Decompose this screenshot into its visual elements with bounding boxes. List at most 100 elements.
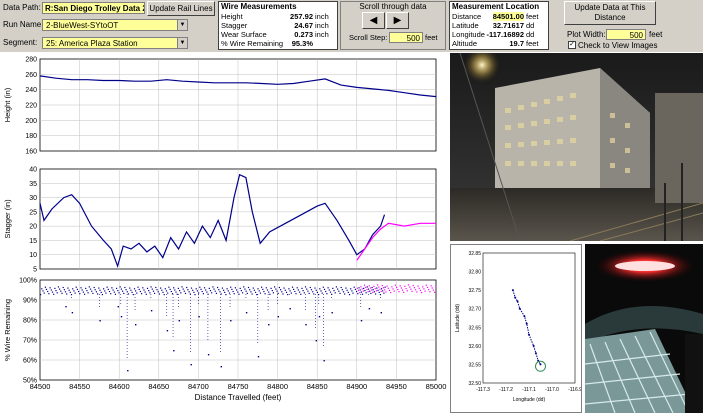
chevron-down-icon[interactable]: ▼ [177, 38, 187, 48]
scatter-point [88, 286, 90, 288]
scatter-point [397, 288, 399, 291]
scatter-point [358, 287, 360, 289]
scatter-point [198, 292, 200, 294]
scatter-point [372, 291, 374, 293]
scatter-point [122, 290, 124, 292]
scatter-point [315, 289, 317, 291]
run-name-select[interactable]: 2-BlueWest-SYtoOT ▼ [42, 19, 188, 31]
y-tick-label: 20 [29, 224, 37, 231]
data-path-field[interactable]: R:San Diego Trolley Data 2007 [42, 2, 145, 14]
scatter-point-dip [99, 320, 101, 322]
scatter-point [275, 288, 277, 290]
scatter-point [288, 288, 290, 290]
scatter-point [139, 290, 141, 293]
scatter-point [223, 289, 225, 291]
scatter-point-dip [198, 316, 200, 318]
scatter-point [84, 293, 86, 295]
scatter-point [376, 287, 378, 289]
scatter-point [56, 292, 58, 294]
scatter-point [190, 287, 193, 289]
scatter-point [60, 290, 62, 292]
scatter-point [124, 286, 126, 289]
scatter-point [54, 287, 56, 289]
map-y-tick-label: 32.80 [468, 270, 481, 276]
scatter-point [354, 288, 356, 290]
map-route-point [528, 333, 530, 336]
scatter-point [189, 293, 191, 295]
scatter-point [213, 288, 215, 290]
map-route-point [514, 296, 517, 299]
view-images-checkbox[interactable]: ✓ [568, 41, 576, 49]
scatter-point [173, 287, 175, 289]
y-tick-label: 200 [25, 118, 37, 125]
scatter-point [199, 286, 201, 288]
scatter-point [387, 287, 389, 289]
scatter-point [69, 291, 71, 293]
scatter-point [266, 289, 269, 291]
plot-width-input[interactable]: 500 [606, 29, 646, 40]
scatter-point [385, 291, 387, 293]
scatter-point [47, 290, 49, 293]
scatter-point [277, 292, 279, 294]
chevron-down-icon[interactable]: ▼ [177, 20, 187, 30]
y-axis-label: Height (in) [3, 87, 12, 122]
location-title: Measurement Location [452, 2, 540, 11]
scatter-point [41, 288, 43, 290]
scatter-point [93, 286, 95, 289]
scatter-point-dip [220, 366, 222, 368]
scatter-point [186, 286, 188, 289]
scatter-point [406, 290, 408, 292]
scatter-point [337, 288, 339, 290]
update-data-button[interactable]: Update Data at This Distance [564, 1, 656, 25]
scatter-point-dip [315, 340, 317, 342]
scatter-point [86, 290, 88, 292]
scatter-point [365, 292, 367, 294]
scatter-point [360, 291, 362, 293]
scroll-step-input[interactable]: 500 [389, 32, 423, 43]
y-tick-label: 180 [25, 133, 37, 140]
scatter-point [87, 292, 89, 294]
scatter-point [255, 291, 257, 293]
scatter-point [92, 292, 94, 294]
scatter-point [352, 292, 354, 294]
scatter-point [183, 290, 185, 292]
scatter-point [246, 292, 248, 294]
scatter-point [356, 290, 358, 293]
scatter-point [154, 292, 156, 294]
segment-select[interactable]: 25: America Plaza Station ▼ [42, 37, 188, 49]
scatter-point [94, 289, 96, 291]
scatter-point [373, 291, 375, 293]
scatter-point [249, 289, 251, 291]
scatter-point [302, 290, 304, 292]
scroll-step-unit: feet [425, 33, 438, 42]
scatter-point [230, 286, 232, 288]
map-route-point [532, 344, 535, 347]
scatter-point [145, 293, 147, 295]
map-x-axis-label: Longitude (dd) [513, 397, 546, 403]
update-rail-lines-button[interactable]: Update Rail Lines [147, 1, 215, 16]
scatter-point-dip [380, 312, 382, 314]
scatter-point [258, 290, 260, 292]
scatter-point [358, 289, 360, 291]
scatter-point [366, 288, 368, 291]
street-camera-image [450, 53, 703, 241]
scatter-point [422, 286, 424, 288]
scatter-point [359, 292, 361, 294]
scatter-point [169, 288, 171, 290]
scroll-prev-button[interactable]: ◀ [362, 12, 385, 29]
scatter-point [163, 294, 165, 296]
scatter-point [320, 290, 322, 292]
scatter-point [403, 291, 405, 293]
scatter-point-dip [245, 312, 248, 314]
location-row-longitude: Longitude -117.16892 dd [452, 30, 535, 39]
scatter-point [282, 293, 284, 295]
scatter-point [195, 288, 197, 290]
arrow-left-icon: ◀ [369, 14, 378, 26]
scroll-next-button[interactable]: ▶ [386, 12, 409, 29]
scatter-point [378, 286, 380, 288]
map-route-line [512, 289, 541, 365]
y-tick-label: 50% [23, 378, 37, 385]
scatter-point [345, 287, 347, 289]
scatter-point [196, 290, 198, 292]
scatter-point [374, 288, 376, 290]
